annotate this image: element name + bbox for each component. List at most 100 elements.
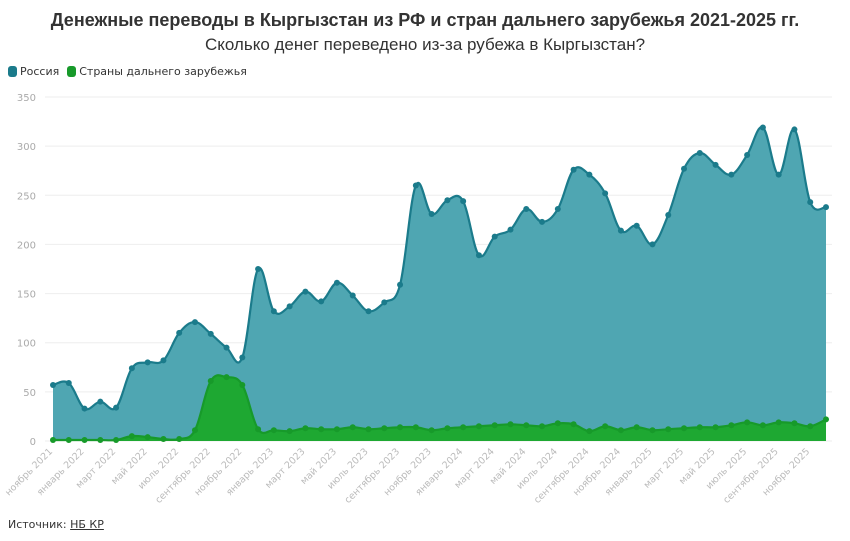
data-point — [791, 126, 798, 133]
legend: Россия Страны дальнего зарубежья — [8, 65, 247, 78]
legend-label: Россия — [20, 65, 60, 78]
data-point — [333, 426, 340, 433]
data-point — [223, 344, 230, 351]
data-point — [144, 434, 151, 441]
data-point — [160, 436, 167, 443]
data-point — [475, 423, 482, 430]
data-point — [460, 424, 467, 431]
data-point — [775, 419, 782, 426]
data-point — [239, 354, 246, 361]
data-point — [586, 428, 593, 435]
data-point — [491, 233, 498, 240]
data-point — [412, 424, 419, 431]
data-point — [665, 211, 672, 218]
data-point — [728, 171, 735, 178]
data-point — [286, 303, 293, 310]
data-point — [318, 298, 325, 305]
data-point — [823, 416, 829, 423]
data-point — [113, 437, 120, 444]
data-point — [649, 427, 656, 434]
data-point — [570, 421, 577, 428]
data-point — [207, 378, 214, 385]
data-point — [113, 404, 120, 411]
y-tick-label: 0 — [30, 437, 36, 448]
data-point — [97, 437, 104, 444]
legend-item-russia[interactable]: Россия — [8, 65, 59, 78]
data-point — [128, 433, 135, 440]
data-point — [728, 422, 735, 429]
data-point — [759, 124, 766, 131]
y-tick-label: 50 — [23, 388, 36, 399]
data-point — [397, 281, 404, 288]
data-point — [681, 425, 688, 432]
data-point — [539, 218, 546, 225]
data-point — [586, 171, 593, 178]
data-point — [617, 227, 624, 234]
legend-label: Страны дальнего зарубежья — [79, 65, 247, 78]
chart-title: Денежные переводы в Кыргызстан из РФ и с… — [50, 10, 800, 30]
y-tick-label: 350 — [17, 93, 36, 104]
data-point — [381, 299, 388, 306]
data-point — [696, 424, 703, 431]
data-point — [523, 206, 530, 213]
data-point — [428, 427, 435, 434]
data-point — [50, 437, 56, 444]
data-point — [176, 436, 183, 443]
data-point — [807, 423, 814, 430]
data-point — [460, 198, 467, 205]
data-point — [712, 424, 719, 431]
source-link[interactable]: НБ КР — [70, 518, 104, 531]
data-point — [302, 425, 309, 432]
data-point — [617, 427, 624, 434]
data-point — [633, 222, 640, 229]
data-point — [523, 422, 530, 429]
y-tick-label: 250 — [17, 191, 36, 202]
legend-swatch — [8, 66, 17, 77]
data-point — [365, 308, 372, 315]
data-point — [554, 420, 561, 427]
data-point — [81, 405, 88, 412]
data-point — [207, 330, 214, 337]
data-point — [349, 424, 356, 431]
chart-subtitle: Сколько денег переведено из-за рубежа в … — [204, 35, 646, 54]
data-point — [270, 308, 277, 315]
data-point — [50, 381, 56, 388]
data-point — [286, 428, 293, 435]
data-point — [349, 292, 356, 299]
data-point — [602, 423, 609, 430]
x-tick-label: сентябрь 2024 — [532, 446, 592, 506]
data-point — [633, 424, 640, 431]
data-point — [176, 329, 183, 336]
data-point — [397, 424, 404, 431]
data-point — [475, 252, 482, 259]
data-point — [81, 437, 88, 444]
data-point — [223, 374, 230, 381]
data-point — [191, 319, 198, 326]
data-point — [191, 427, 198, 434]
data-point — [333, 279, 340, 286]
legend-item-far-abroad[interactable]: Страны дальнего зарубежья — [67, 65, 247, 78]
data-point — [665, 426, 672, 433]
data-point — [759, 422, 766, 429]
x-tick-label: сентябрь 2023 — [343, 446, 403, 506]
data-point — [681, 165, 688, 172]
data-point — [444, 197, 451, 204]
data-point — [744, 151, 751, 158]
legend-swatch — [67, 66, 77, 77]
data-point — [65, 437, 72, 444]
data-point — [807, 199, 814, 206]
data-point — [507, 226, 514, 233]
data-point — [270, 427, 277, 434]
data-point — [255, 426, 262, 433]
data-point — [712, 161, 719, 168]
data-point — [144, 359, 151, 366]
data-point — [539, 423, 546, 430]
data-point — [128, 365, 135, 372]
data-point — [412, 182, 419, 189]
data-point — [302, 288, 309, 295]
data-point — [365, 426, 372, 433]
area-russia — [53, 127, 826, 441]
data-point — [744, 419, 751, 426]
data-point — [255, 266, 262, 272]
source-note: Источник: НБ КР — [8, 518, 104, 531]
